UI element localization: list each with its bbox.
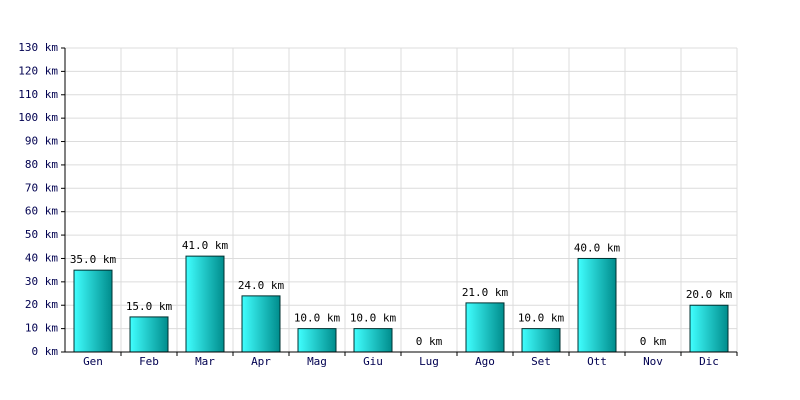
y-tick-label: 130 km [18, 41, 58, 54]
y-tick-label: 120 km [18, 64, 58, 77]
y-tick-label: 0 km [32, 345, 59, 358]
y-tick-label: 10 km [25, 322, 58, 335]
y-tick-label: 20 km [25, 298, 58, 311]
x-tick-label: Apr [251, 355, 271, 368]
y-tick-label: 90 km [25, 135, 58, 148]
bar [689, 304, 729, 353]
y-tick-label: 30 km [25, 275, 58, 288]
value-label: 10.0 km [294, 312, 341, 325]
value-label: 15.0 km [126, 300, 173, 313]
bar [465, 302, 505, 353]
value-label: 24.0 km [238, 279, 285, 292]
value-label: 10.0 km [350, 312, 397, 325]
y-tick-label: 70 km [25, 181, 58, 194]
value-label: 41.0 km [182, 239, 229, 252]
value-label: 10.0 km [518, 312, 565, 325]
x-tick-label: Ott [587, 355, 607, 368]
bar [185, 255, 225, 353]
y-tick-label: 100 km [18, 111, 58, 124]
bar [297, 328, 337, 353]
value-label: 40.0 km [574, 241, 621, 254]
value-label: 20.0 km [686, 288, 733, 301]
x-tick-label: Dic [699, 355, 719, 368]
y-tick-label: 60 km [25, 205, 58, 218]
x-tick-label: Giu [363, 355, 383, 368]
value-label: 35.0 km [70, 253, 117, 266]
x-tick-label: Mag [307, 355, 327, 368]
bar [521, 328, 561, 353]
y-tick-label: 110 km [18, 88, 58, 101]
y-tick-label: 40 km [25, 251, 58, 264]
bar [577, 257, 617, 353]
x-tick-label: Feb [139, 355, 159, 368]
x-tick-label: Gen [83, 355, 103, 368]
value-label: 0 km [416, 335, 443, 348]
value-label: 21.0 km [462, 286, 509, 299]
x-tick-label: Mar [195, 355, 215, 368]
x-tick-label: Nov [643, 355, 663, 368]
y-tick-label: 80 km [25, 158, 58, 171]
x-tick-label: Lug [419, 355, 439, 368]
x-tick-label: Ago [475, 355, 495, 368]
bar [241, 295, 281, 353]
bar [129, 316, 169, 353]
bar [353, 328, 393, 353]
bar [73, 269, 113, 353]
value-label: 0 km [640, 335, 667, 348]
x-tick-label: Set [531, 355, 551, 368]
y-tick-label: 50 km [25, 228, 58, 241]
